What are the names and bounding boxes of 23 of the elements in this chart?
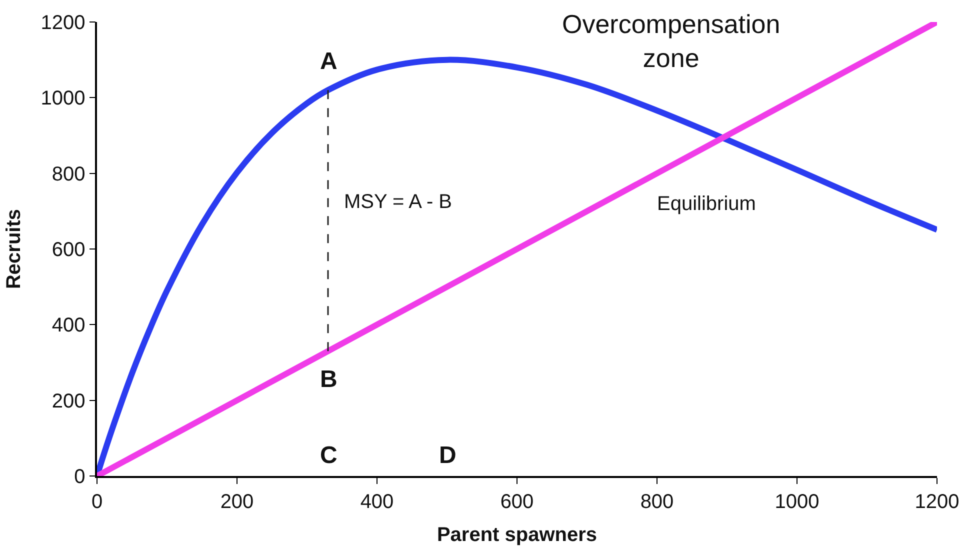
x-tick-label: 1000 [774,490,820,513]
annotation: D [439,442,456,469]
x-tick-label: 600 [500,490,534,513]
annotation: B [320,366,338,393]
y-tick-label: 1200 [40,12,86,34]
x-tick-label: 0 [91,490,103,513]
x-tick-label: 800 [640,490,674,513]
annotation: MSY = A - B [344,191,452,213]
y-tick-label: 800 [52,163,86,186]
y-tick-label: 0 [74,466,86,488]
x-tick-label: 400 [360,490,394,513]
y-tick-label: 1000 [40,88,86,110]
x-tick-label: 1200 [914,490,960,513]
annotation: C [320,442,338,469]
annotation: A [320,48,338,75]
annotation: Equilibrium [657,193,756,215]
y-tick-label: 400 [52,314,86,337]
y-tick-label: 200 [52,390,86,412]
x-axis-title: Parent spawners [436,524,598,546]
x-tick-label: 200 [220,490,254,513]
annotation: Overcompensation zone [562,9,780,73]
y-axis-title: Recruits [2,208,25,290]
y-tick-label: 600 [52,239,86,261]
